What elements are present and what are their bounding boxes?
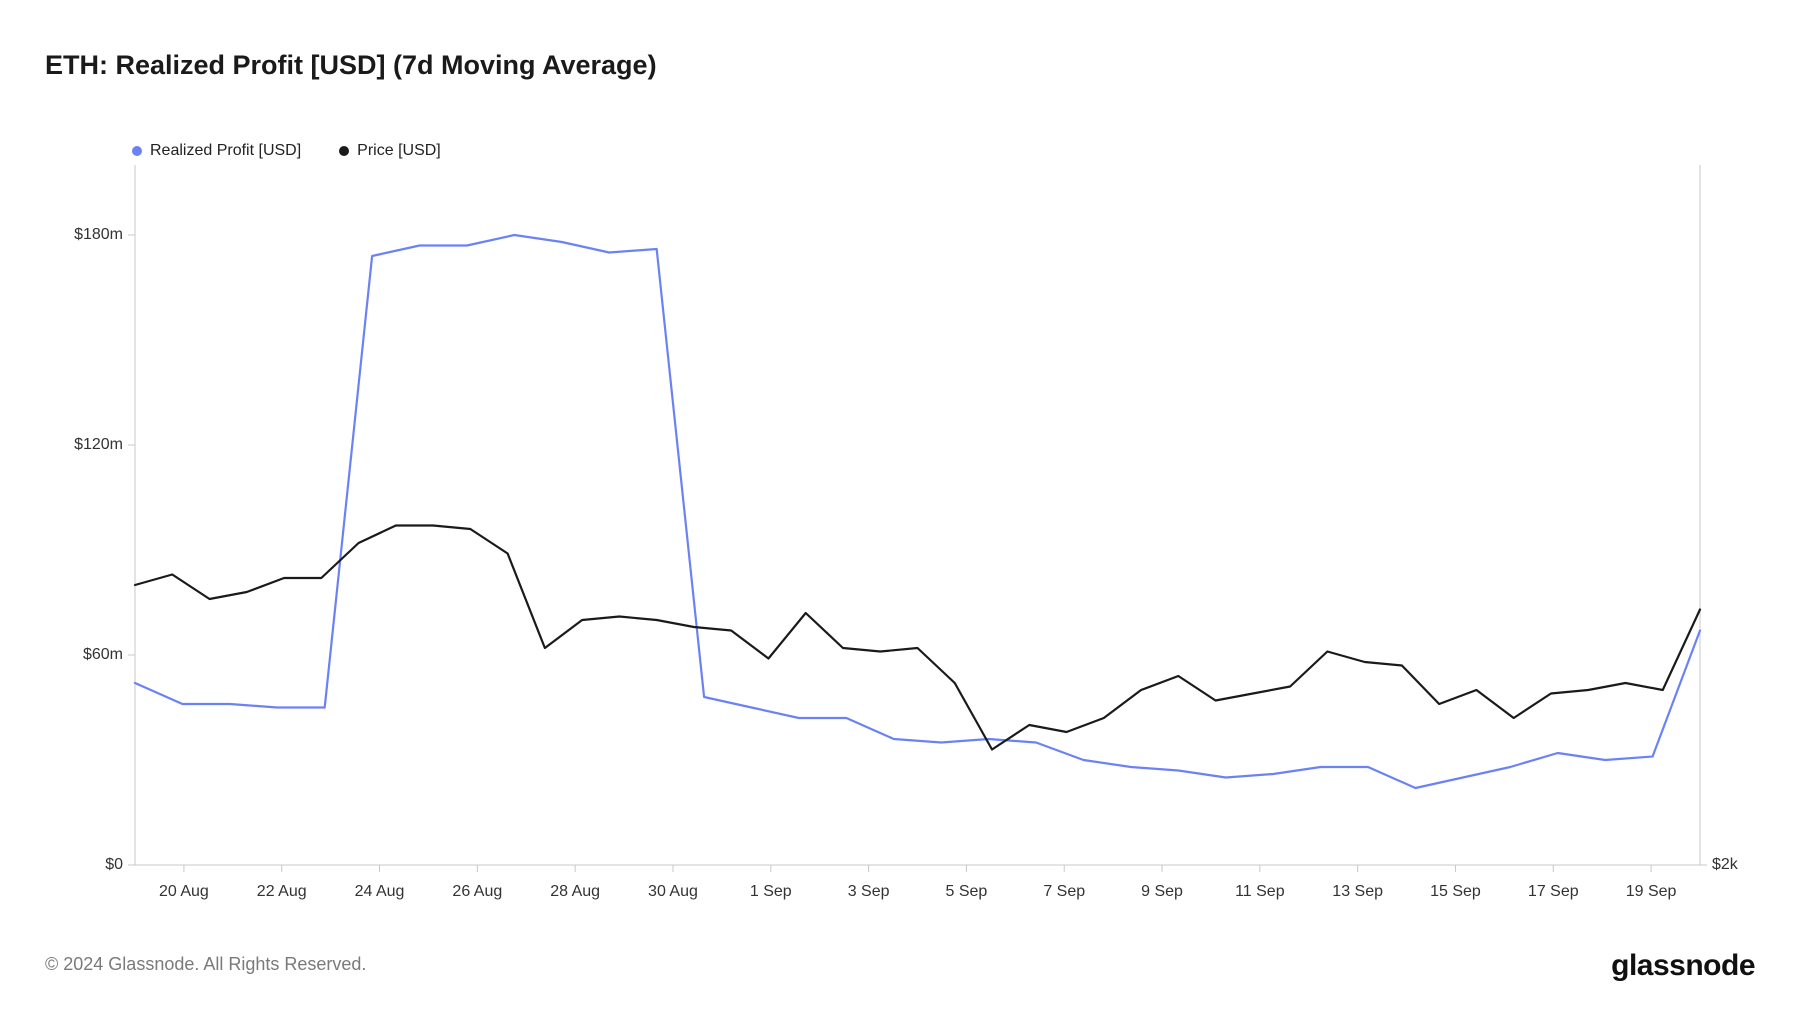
x-axis-tick-label: 24 Aug [355, 883, 405, 901]
legend-label: Realized Profit [USD] [150, 142, 301, 160]
x-axis-tick-label: 26 Aug [452, 883, 502, 901]
legend: Realized Profit [USD] Price [USD] [132, 142, 441, 160]
y-axis-tick-label: $120m [74, 436, 123, 454]
x-axis-tick-label: 3 Sep [848, 883, 890, 901]
x-axis-tick-label: 9 Sep [1141, 883, 1183, 901]
y-axis-tick-label: $180m [74, 226, 123, 244]
brand-logo: glassnode [1611, 949, 1755, 983]
chart-container: $0 $60m $120m $180m $2k 20 Aug 22 Aug 24 Aug 26 … [45, 165, 1755, 925]
series-line [135, 235, 1700, 788]
y2-axis-tick-label: $2k [1712, 856, 1738, 874]
x-axis-tick-label: 17 Sep [1528, 883, 1579, 901]
copyright-text: © 2024 Glassnode. All Rights Reserved. [45, 954, 366, 975]
legend-dot-icon [132, 146, 142, 156]
y-axis-tick-label: $60m [83, 646, 123, 664]
x-axis-tick-label: 15 Sep [1430, 883, 1481, 901]
series-line [135, 526, 1700, 750]
legend-label: Price [USD] [357, 142, 441, 160]
x-axis-tick-label: 22 Aug [257, 883, 307, 901]
legend-item-price: Price [USD] [339, 142, 441, 160]
chart-title: ETH: Realized Profit [USD] (7d Moving Av… [45, 50, 657, 81]
x-axis-tick-label: 5 Sep [946, 883, 988, 901]
x-axis-tick-label: 11 Sep [1235, 883, 1285, 901]
legend-dot-icon [339, 146, 349, 156]
x-axis-tick-label: 30 Aug [648, 883, 698, 901]
legend-item-realized-profit: Realized Profit [USD] [132, 142, 301, 160]
chart-plot [45, 165, 1755, 925]
x-axis-tick-label: 1 Sep [750, 883, 792, 901]
y-axis-tick-label: $0 [105, 856, 123, 874]
x-axis-tick-label: 19 Sep [1626, 883, 1677, 901]
x-axis-tick-label: 28 Aug [550, 883, 600, 901]
x-axis-tick-label: 20 Aug [159, 883, 209, 901]
x-axis-tick-label: 13 Sep [1332, 883, 1383, 901]
x-axis-tick-label: 7 Sep [1043, 883, 1085, 901]
